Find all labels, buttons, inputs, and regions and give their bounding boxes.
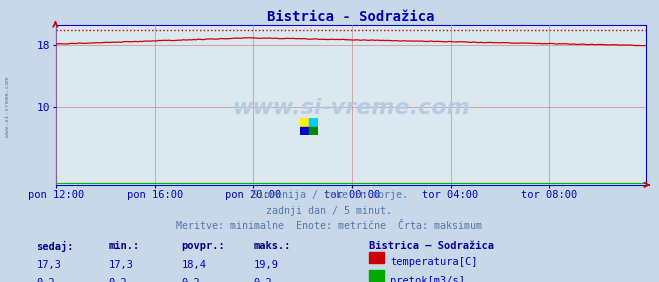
Bar bbox=[309, 118, 318, 127]
Text: 0,2: 0,2 bbox=[254, 278, 272, 282]
Text: 0,2: 0,2 bbox=[36, 278, 55, 282]
Text: pretok[m3/s]: pretok[m3/s] bbox=[390, 276, 465, 282]
Text: 19,9: 19,9 bbox=[254, 260, 279, 270]
Bar bbox=[300, 118, 309, 127]
Bar bbox=[300, 127, 309, 135]
Text: Bistrica – Sodražica: Bistrica – Sodražica bbox=[369, 241, 494, 251]
Text: 0,2: 0,2 bbox=[109, 278, 127, 282]
Text: 17,3: 17,3 bbox=[109, 260, 134, 270]
Text: www.si-vreme.com: www.si-vreme.com bbox=[5, 77, 11, 137]
Text: Meritve: minimalne  Enote: metrične  Črta: maksimum: Meritve: minimalne Enote: metrične Črta:… bbox=[177, 221, 482, 231]
Text: Slovenija / reke in morje.: Slovenija / reke in morje. bbox=[252, 190, 407, 200]
Text: min.:: min.: bbox=[109, 241, 140, 251]
Text: temperatura[C]: temperatura[C] bbox=[390, 257, 478, 267]
Title: Bistrica - Sodražica: Bistrica - Sodražica bbox=[267, 10, 435, 24]
Text: 0,2: 0,2 bbox=[181, 278, 200, 282]
Text: 17,3: 17,3 bbox=[36, 260, 61, 270]
Text: sedaj:: sedaj: bbox=[36, 241, 74, 252]
Text: maks.:: maks.: bbox=[254, 241, 291, 251]
Bar bbox=[309, 127, 318, 135]
Text: 18,4: 18,4 bbox=[181, 260, 206, 270]
Text: povpr.:: povpr.: bbox=[181, 241, 225, 251]
Text: zadnji dan / 5 minut.: zadnji dan / 5 minut. bbox=[266, 206, 393, 216]
Text: www.si-vreme.com: www.si-vreme.com bbox=[232, 98, 470, 118]
